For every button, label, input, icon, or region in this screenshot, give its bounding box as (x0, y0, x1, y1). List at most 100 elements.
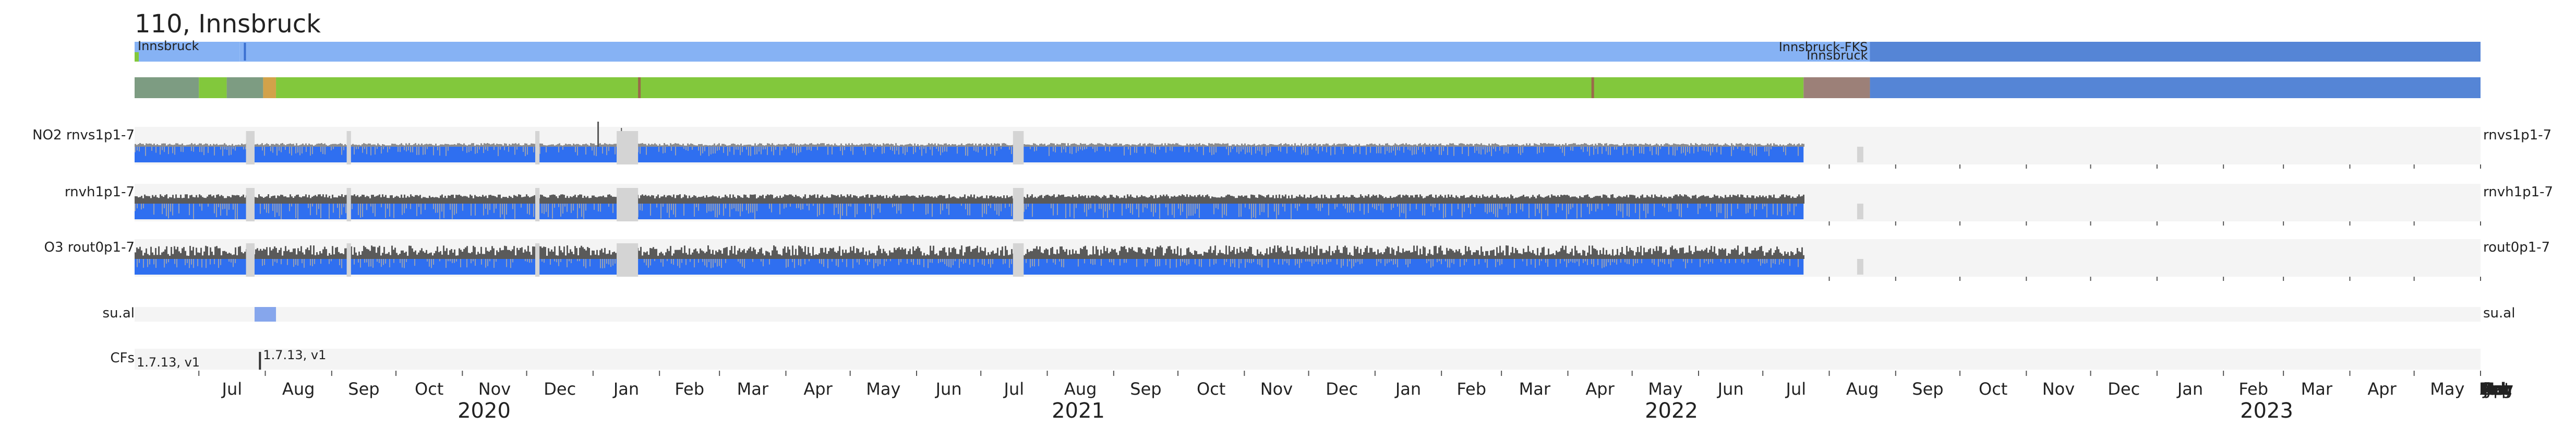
month-label: Jun (935, 379, 962, 399)
data-row: O3 rout0p1-7 rout0p1-7 (44, 239, 2550, 281)
row-tick (2090, 277, 2091, 281)
su-al-mark (254, 307, 276, 322)
month-label: Oct (415, 379, 443, 399)
data-gap (1013, 243, 1024, 277)
row-label-right: rnvh1p1-7 (2483, 184, 2553, 200)
status-segment (199, 77, 227, 98)
data-gap (535, 243, 540, 277)
status-segment (1803, 77, 1870, 98)
month-label: Nov (2042, 379, 2075, 399)
row-label-right: rout0p1-7 (2483, 240, 2550, 255)
row-tick (2283, 164, 2284, 169)
row-tick (1959, 164, 1961, 169)
row-tick (1828, 277, 1830, 281)
month-label: Nov (1260, 379, 1293, 399)
data-gap (1857, 259, 1863, 275)
month-label: Sep (348, 379, 379, 399)
month-tick (2223, 371, 2224, 376)
row-label-left: rnvh1p1-7 (65, 184, 135, 200)
month-label: Dec (1326, 379, 1358, 399)
month-label: May (866, 379, 900, 399)
row-tick (2026, 277, 2027, 281)
month-label: Jul (221, 379, 243, 399)
month-label: Oct (2482, 379, 2510, 399)
status-segment (1870, 77, 2481, 98)
month-label: Feb (1456, 379, 1486, 399)
month-label: Dec (2108, 379, 2140, 399)
month-tick (2480, 371, 2481, 376)
row-label-left: su.al (103, 305, 135, 321)
month-tick (592, 371, 594, 376)
spike (597, 122, 599, 147)
month-label: Dec (544, 379, 576, 399)
status-segment (226, 77, 263, 98)
row-tick (2480, 221, 2481, 226)
month-label: Jul (2485, 379, 2507, 399)
month-tick (2090, 371, 2091, 376)
month-tick (1567, 371, 1569, 376)
year-label: 2023 (2240, 399, 2293, 423)
month-tick (1308, 371, 1309, 376)
series-flecks (135, 204, 1797, 219)
month-tick (264, 371, 266, 376)
month-label: May (2430, 379, 2464, 399)
series-upper (135, 245, 1804, 259)
data-gap (617, 131, 639, 164)
row-background (135, 307, 2481, 322)
row-label-right: rnvs1p1-7 (2483, 127, 2551, 143)
month-label: Oct (1197, 379, 1225, 399)
month-tick (719, 371, 720, 376)
series-band (135, 147, 1804, 162)
month-tick (1698, 371, 1699, 376)
station-segment (1870, 42, 1872, 62)
station-marker (135, 52, 139, 62)
month-label: Nov (478, 379, 511, 399)
row-tick (2223, 164, 2224, 169)
month-tick (2283, 371, 2284, 376)
station-segment (1870, 42, 2481, 62)
month-tick (2156, 371, 2158, 376)
row-tick (1959, 277, 1961, 281)
data-gap (346, 131, 351, 164)
year-label: 2021 (1052, 399, 1105, 423)
month-label: Apr (803, 379, 833, 399)
status-segment (135, 77, 199, 98)
cf-marker (259, 352, 261, 370)
month-label: Jan (2482, 379, 2509, 399)
month-tick (1244, 371, 1245, 376)
row-tick (1895, 221, 1896, 226)
status-segment (263, 77, 276, 98)
month-label: Mar (2481, 379, 2512, 399)
month-tick (980, 371, 982, 376)
series-band (135, 204, 1804, 219)
month-label: Feb (2482, 379, 2511, 399)
data-row: NO2 rnvs1p1-7 rnvs1p1-7 (32, 122, 2551, 169)
month-label: Jan (612, 379, 639, 399)
row-tick (2349, 221, 2351, 226)
month-tick (916, 371, 917, 376)
row-tick (2480, 277, 2481, 281)
station-label: Innsbruck (1807, 48, 1868, 63)
data-gap (246, 188, 255, 221)
row-tick (2349, 277, 2351, 281)
month-tick (198, 371, 200, 376)
station-segment (239, 42, 1870, 62)
row-tick (2156, 221, 2158, 226)
data-gap (246, 131, 255, 164)
series-upper (135, 194, 1804, 204)
month-tick (1113, 371, 1114, 376)
month-tick (462, 371, 463, 376)
series-flecks (135, 147, 1799, 156)
month-label: Jul (1003, 379, 1025, 399)
data-gap (1013, 188, 1024, 221)
month-tick (1441, 371, 1442, 376)
row-tick (2026, 164, 2027, 169)
row-tick (2090, 221, 2091, 226)
month-label: Jun (2482, 379, 2509, 399)
data-gap (1857, 147, 1863, 162)
month-label: Jan (1394, 379, 1421, 399)
data-gap (346, 188, 351, 221)
month-label: Mar (1519, 379, 1551, 399)
row-tick (2413, 221, 2415, 226)
